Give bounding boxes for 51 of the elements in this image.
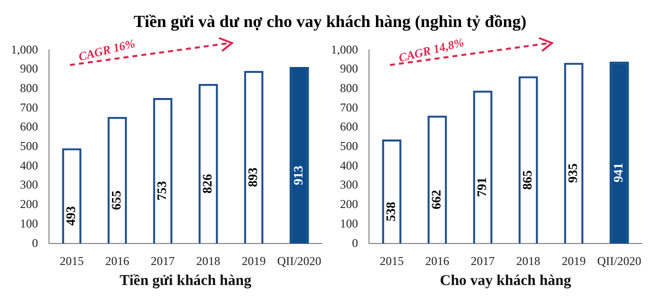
x-axis-title: Cho vay khách hàng <box>440 272 572 289</box>
x-axis-title: Tiền gửi khách hàng <box>120 272 252 289</box>
y-tick-label: 900 <box>340 62 358 76</box>
y-tick-label: 1,000 <box>331 42 358 56</box>
x-tick-label: 2015 <box>60 254 84 268</box>
x-tick-label: 2017 <box>470 254 495 268</box>
y-tick-label: 600 <box>20 120 38 134</box>
x-tick-label: 2016 <box>105 254 130 268</box>
data-label: 913 <box>290 165 306 186</box>
data-label: 935 <box>565 162 580 183</box>
y-tick-label: 100 <box>340 216 358 230</box>
y-tick-label: 0 <box>352 236 358 250</box>
y-tick-label: 500 <box>20 139 38 154</box>
y-tick-label: 300 <box>20 178 38 192</box>
y-tick-label: 800 <box>20 81 38 96</box>
data-label: 655 <box>108 190 124 210</box>
x-tick-label: 2019 <box>242 254 266 268</box>
data-label: 662 <box>428 190 444 210</box>
y-tick-label: 200 <box>340 197 358 212</box>
y-tick-label: 700 <box>20 100 38 114</box>
y-tick-label: 200 <box>20 197 38 212</box>
data-label: 865 <box>520 170 535 190</box>
y-tick-label: 0 <box>32 236 38 250</box>
data-label: 826 <box>200 173 215 194</box>
y-tick-label: 400 <box>20 158 38 172</box>
y-tick-label: 400 <box>340 158 358 172</box>
x-tick-label: QII/2020 <box>597 254 642 268</box>
chart-title: Tiền gửi và dư nợ cho vay khách hàng (nghìn tỷ đồng) <box>132 12 528 32</box>
y-tick-label: 100 <box>20 216 38 230</box>
x-tick-label: QII/2020 <box>277 254 322 268</box>
x-tick-label: 2017 <box>150 254 175 268</box>
y-tick-label: 700 <box>340 100 358 114</box>
y-tick-label: 900 <box>20 62 38 76</box>
y-tick-label: 800 <box>340 81 358 96</box>
x-tick-label: 2016 <box>425 254 450 268</box>
annotation: CAGR 14,8% <box>397 35 466 66</box>
data-label: 941 <box>610 162 626 182</box>
y-tick-label: 300 <box>340 178 358 192</box>
y-tick-label: 500 <box>340 139 358 154</box>
x-tick-label: 2019 <box>562 254 586 268</box>
x-tick-label: 2018 <box>196 254 220 268</box>
x-tick-label: 2018 <box>516 254 540 268</box>
data-label: 753 <box>154 180 170 201</box>
data-label: 791 <box>474 177 490 197</box>
x-tick-label: 2015 <box>380 254 404 268</box>
y-tick-label: 1,000 <box>11 42 38 56</box>
data-label: 493 <box>63 206 78 226</box>
data-label: 893 <box>245 166 260 187</box>
y-tick-label: 600 <box>340 120 358 134</box>
data-label: 538 <box>383 201 398 222</box>
annotation: CAGR 16% <box>77 36 137 65</box>
